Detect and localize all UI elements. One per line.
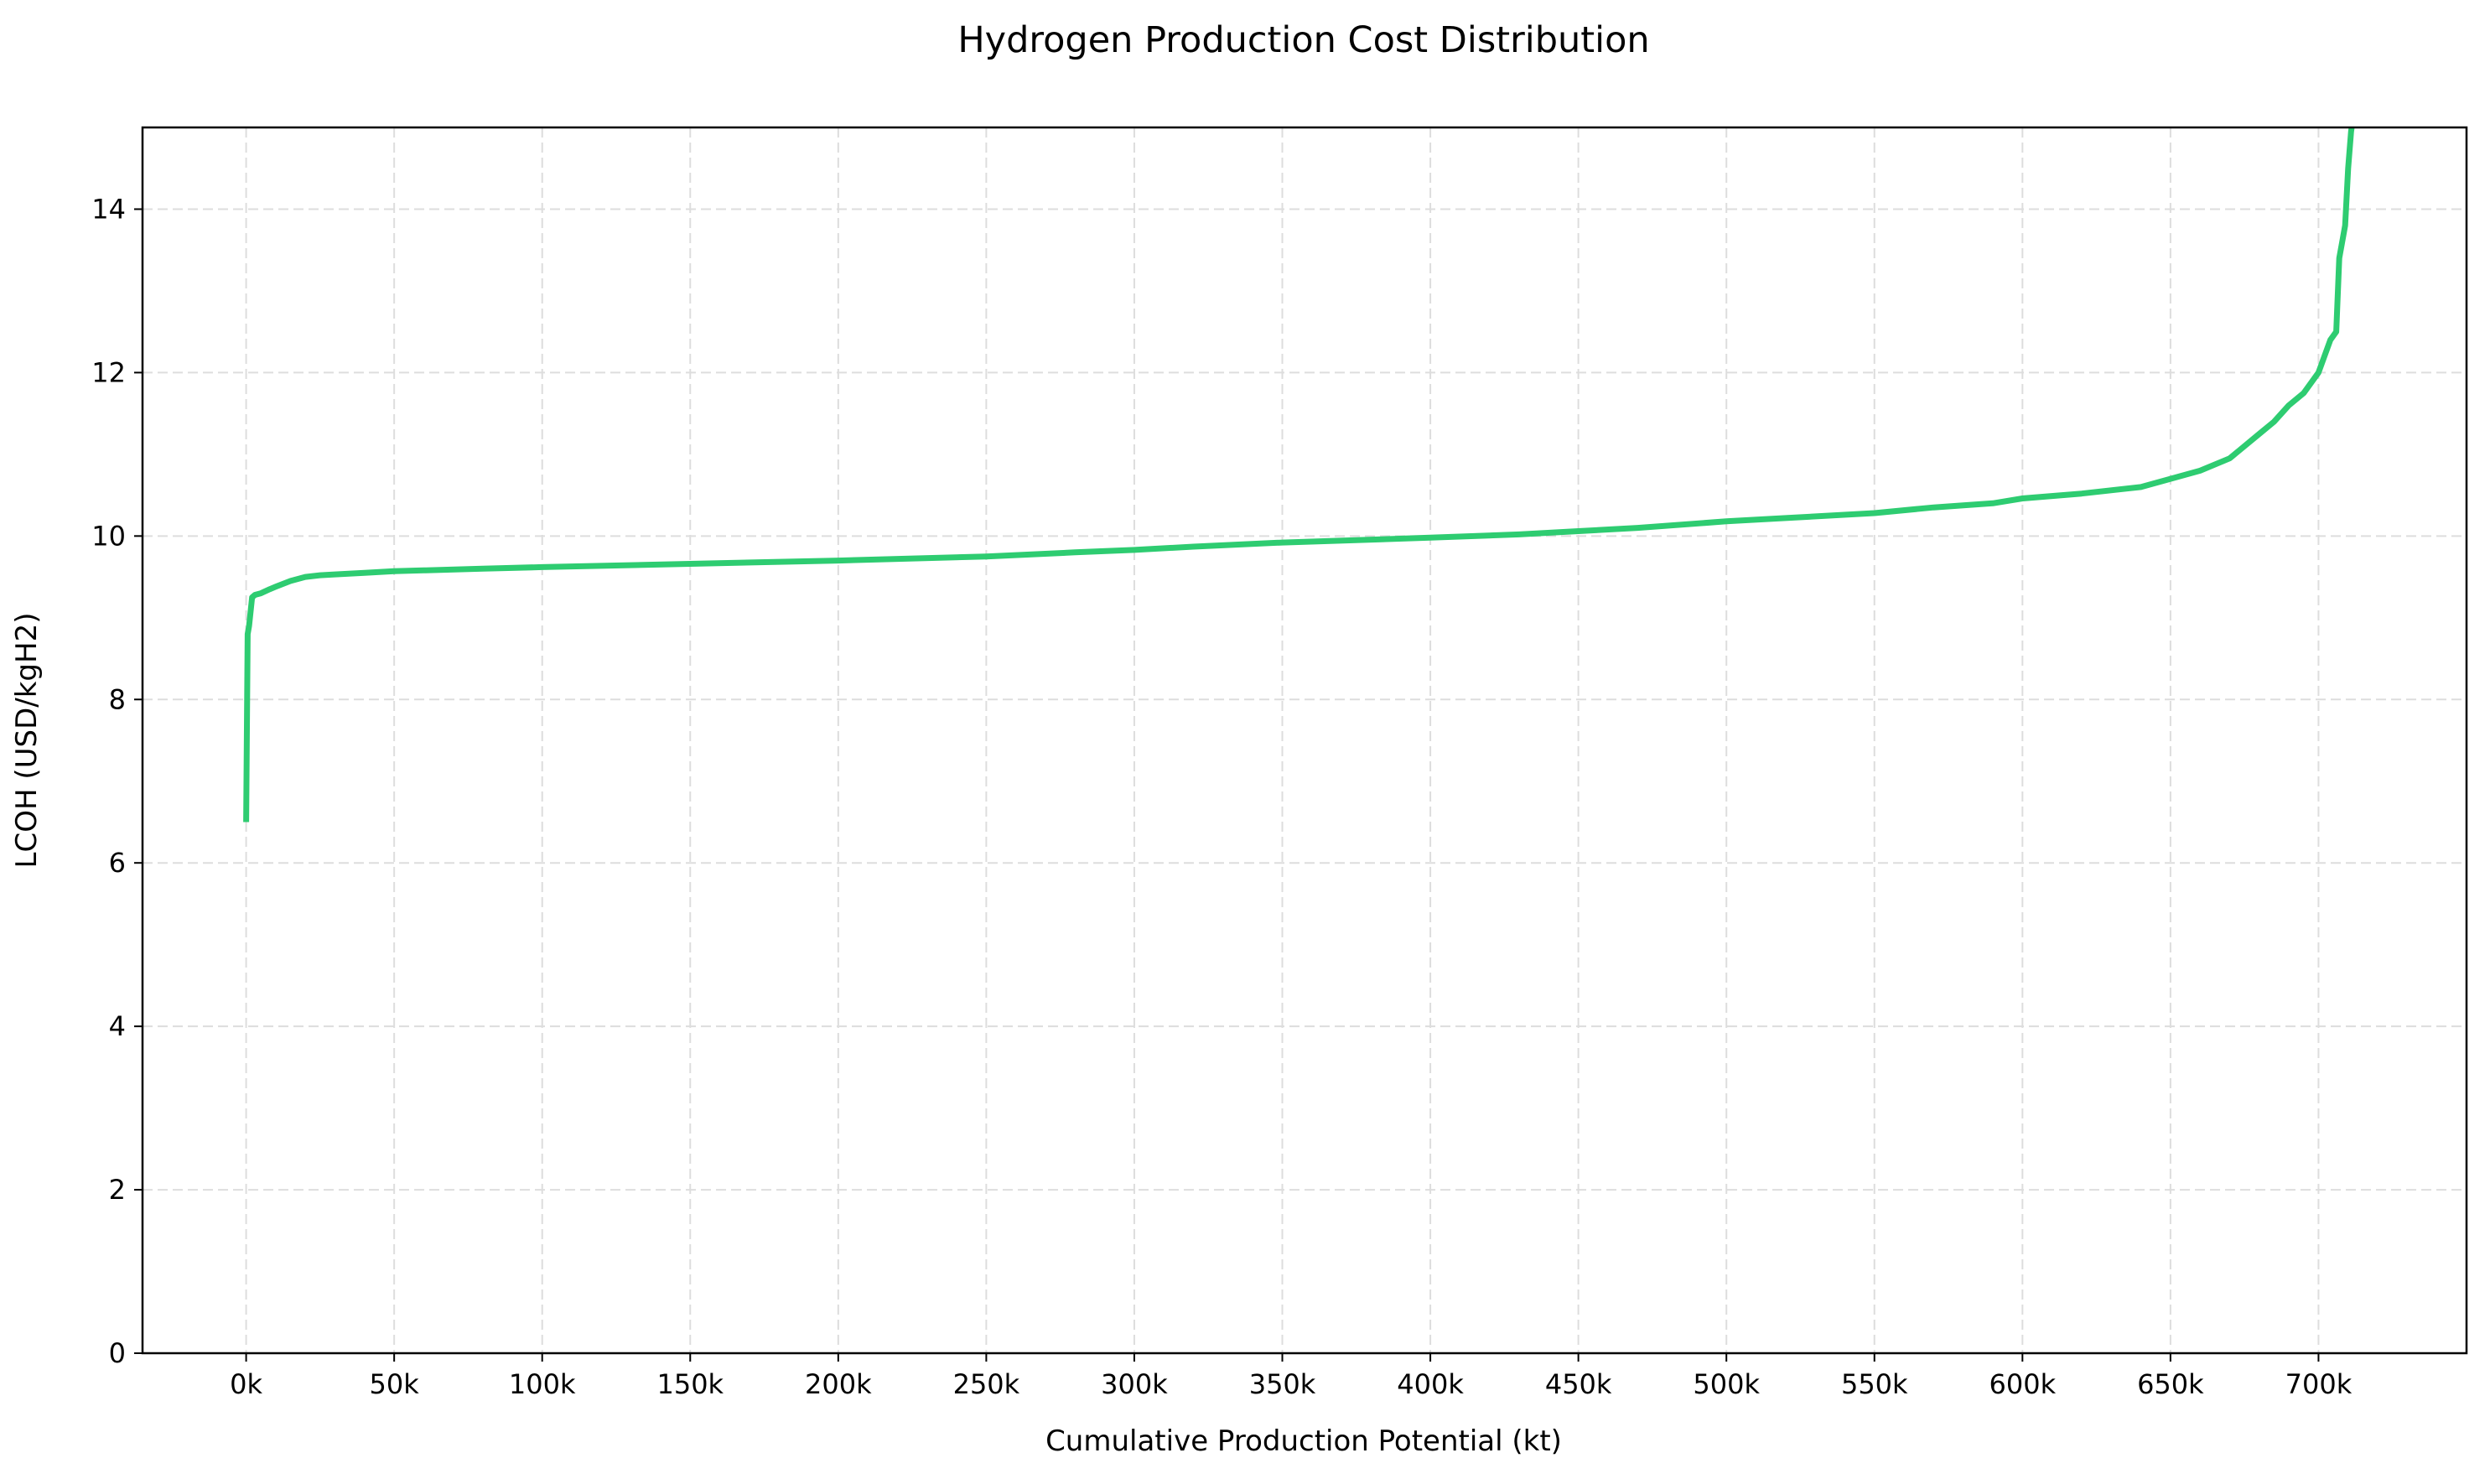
- x-tick-label: 50k: [370, 1368, 420, 1400]
- x-tick-label: 500k: [1693, 1368, 1760, 1400]
- y-tick-label: 2: [109, 1174, 126, 1206]
- y-tick-label: 6: [109, 847, 126, 879]
- x-tick-label: 600k: [1989, 1368, 2057, 1400]
- y-tick-label: 10: [91, 520, 126, 552]
- x-tick-label: 450k: [1545, 1368, 1612, 1400]
- chart-title: Hydrogen Production Cost Distribution: [957, 19, 1649, 61]
- y-tick-label: 0: [109, 1337, 126, 1369]
- x-axis: 0k 50k 100k 150k 200k 250k 300k 350k 400k 450k 500…: [230, 1353, 2353, 1400]
- x-tick-label: 200k: [805, 1368, 872, 1400]
- y-tick-label: 12: [91, 356, 126, 388]
- x-tick-label: 300k: [1101, 1368, 1168, 1400]
- series-line: [243, 127, 2355, 822]
- x-tick-label: 550k: [1841, 1368, 1908, 1400]
- x-tick-label: 400k: [1397, 1368, 1464, 1400]
- x-tick-label: 0k: [230, 1368, 262, 1400]
- y-tick-label: 4: [109, 1010, 126, 1042]
- x-tick-label: 650k: [2137, 1368, 2204, 1400]
- x-axis-label: Cumulative Production Potential (kt): [1045, 1424, 1562, 1458]
- x-tick-label: 350k: [1249, 1368, 1316, 1400]
- y-axis-label: LCOH (USD/kgH2): [10, 613, 44, 869]
- series-layer: [243, 127, 2355, 822]
- x-tick-label: 150k: [656, 1368, 724, 1400]
- x-tick-label: 700k: [2285, 1368, 2353, 1400]
- y-tick-label: 8: [109, 683, 126, 715]
- x-tick-label: 100k: [509, 1368, 576, 1400]
- y-tick-label: 14: [91, 193, 126, 225]
- y-axis: 0 2 4 6 8 10 12 14: [91, 193, 143, 1369]
- plot-frame: [141, 126, 2468, 1355]
- x-tick-label: 250k: [953, 1368, 1020, 1400]
